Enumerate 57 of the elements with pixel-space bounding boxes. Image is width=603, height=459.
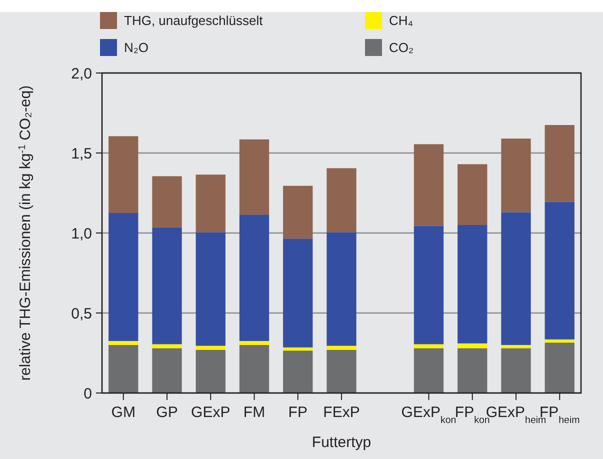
bar <box>326 350 356 393</box>
y-tick-label: 1,0 <box>71 225 92 242</box>
bar <box>196 174 226 232</box>
bar <box>458 225 488 344</box>
bar <box>108 345 138 393</box>
bar <box>196 346 226 350</box>
bar <box>544 125 574 202</box>
bar <box>414 144 444 226</box>
bar <box>108 136 138 213</box>
bar <box>239 341 270 345</box>
bar <box>458 164 488 225</box>
bar <box>326 346 356 350</box>
bar <box>196 232 226 346</box>
y-tick-label: 2,0 <box>71 65 92 82</box>
x-tick-label: FM <box>243 404 266 421</box>
y-tick-label: 0 <box>84 385 92 402</box>
bar <box>414 226 444 344</box>
bar <box>152 176 182 228</box>
x-tick-label: FP <box>288 404 308 421</box>
bar <box>196 350 226 393</box>
x-tick-label: GExP <box>191 404 230 421</box>
bar <box>501 212 531 345</box>
bar <box>108 341 138 345</box>
bar <box>414 344 444 348</box>
bar <box>239 345 270 393</box>
bar <box>283 350 313 393</box>
x-tick-label: GM <box>111 404 136 421</box>
y-tick-label: 1,5 <box>71 145 92 162</box>
bar <box>501 345 531 348</box>
bar <box>501 138 531 212</box>
legend-label: CO₂ <box>389 40 414 55</box>
bar <box>152 227 182 344</box>
bar <box>414 348 444 393</box>
bar <box>283 186 313 239</box>
x-tick-label: GP <box>156 404 178 421</box>
x-axis-title: Futtertyp <box>312 434 372 451</box>
legend-label: N₂O <box>124 40 149 55</box>
bar <box>239 214 270 341</box>
bar <box>458 348 488 393</box>
legend-label: THG, unaufgeschlüsselt <box>124 13 264 28</box>
x-tick-label: GExP$_{kon}$ <box>401 404 456 426</box>
bar <box>152 348 182 393</box>
y-tick-label: 0,5 <box>71 305 92 322</box>
legend-label: CH₄ <box>389 13 414 28</box>
bar <box>239 139 270 215</box>
bar <box>283 238 313 348</box>
bar <box>326 232 356 346</box>
bar <box>283 347 313 351</box>
bar <box>108 213 138 341</box>
bar <box>326 168 356 232</box>
bar <box>152 344 182 348</box>
bar <box>544 342 574 393</box>
bar <box>501 348 531 393</box>
bar <box>458 343 488 348</box>
bar <box>544 202 574 340</box>
x-tick-label: FExP <box>323 404 360 421</box>
bar <box>544 339 574 343</box>
